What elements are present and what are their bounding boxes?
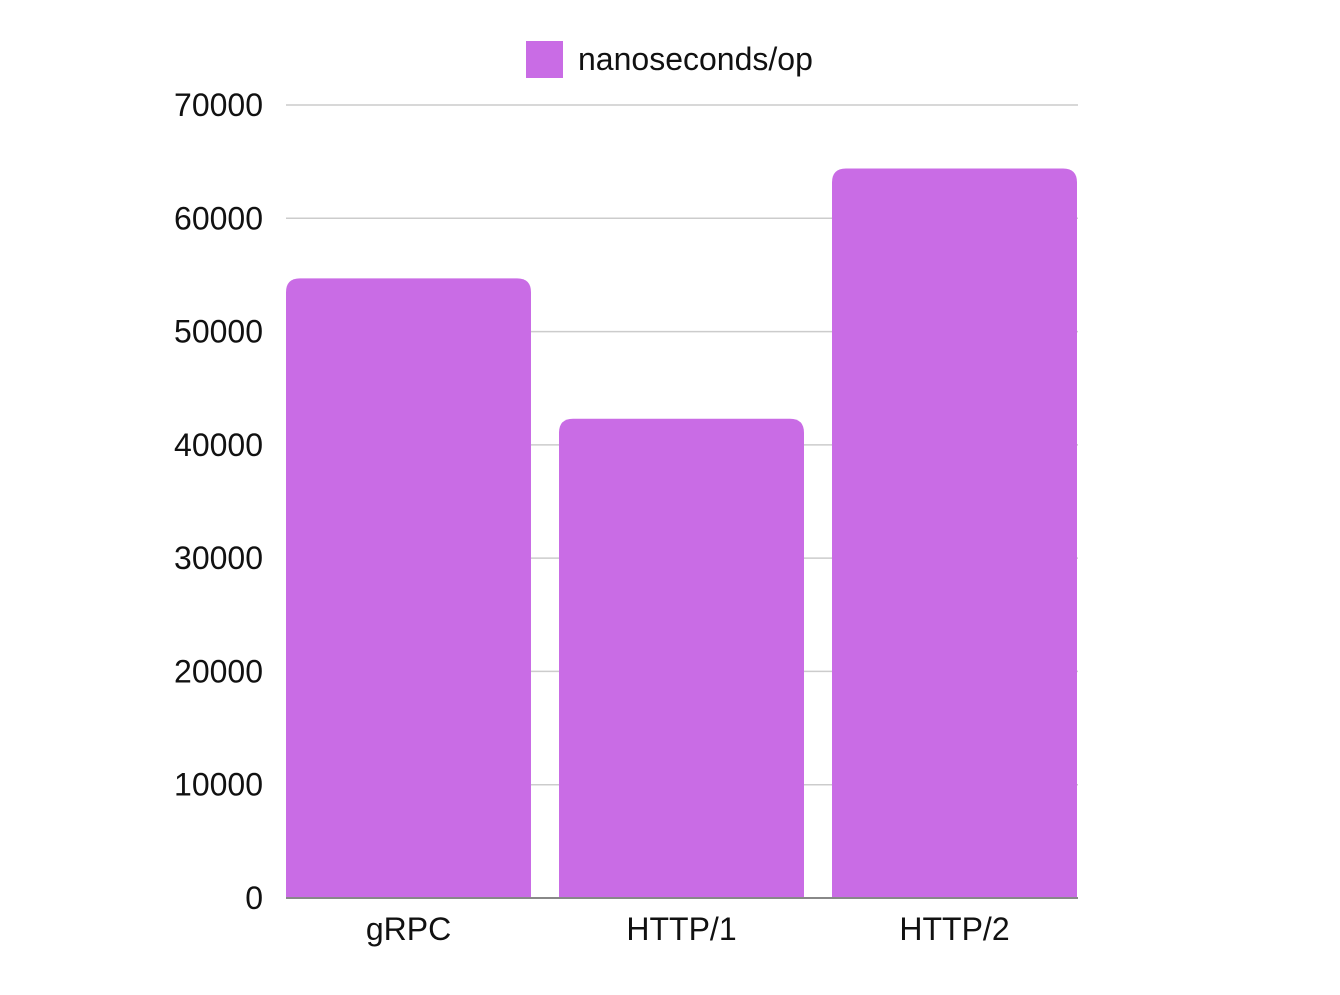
bar-http-1 <box>559 418 804 898</box>
legend-label: nanoseconds/op <box>578 41 813 77</box>
y-tick-label: 20000 <box>174 653 263 689</box>
x-axis-ticks: gRPC HTTP/1 HTTP/2 <box>366 911 1010 947</box>
bar-http-2 <box>832 168 1077 898</box>
y-axis-ticks: 0 10000 20000 30000 40000 50000 60000 70000 <box>174 87 263 916</box>
y-tick-label: 50000 <box>174 314 263 350</box>
y-tick-label: 40000 <box>174 427 263 463</box>
y-tick-label: 70000 <box>174 87 263 123</box>
y-tick-label: 60000 <box>174 200 263 236</box>
x-tick-label: HTTP/1 <box>626 911 736 947</box>
y-tick-label: 0 <box>245 880 263 916</box>
legend-swatch <box>526 41 563 78</box>
bars-layer <box>286 168 1077 898</box>
y-tick-label: 10000 <box>174 767 263 803</box>
y-tick-label: 30000 <box>174 540 263 576</box>
bar-grpc <box>286 278 531 898</box>
x-tick-label: HTTP/2 <box>899 911 1009 947</box>
x-tick-label: gRPC <box>366 911 451 947</box>
legend: nanoseconds/op <box>526 41 813 78</box>
